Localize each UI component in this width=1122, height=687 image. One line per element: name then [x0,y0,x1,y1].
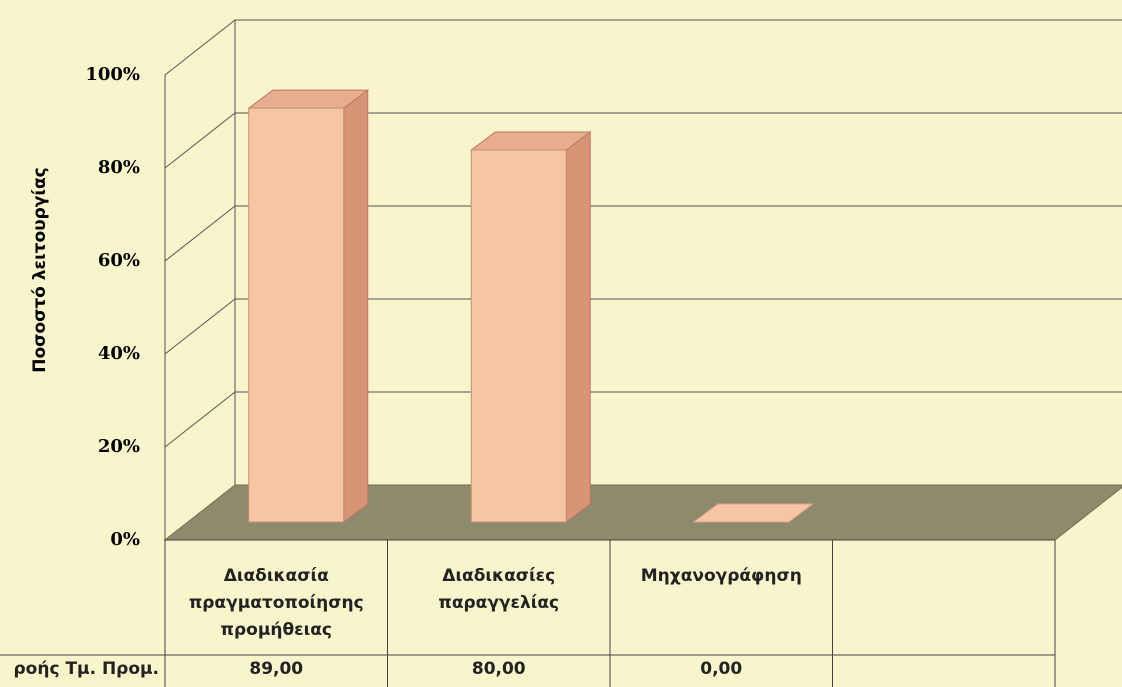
grid-line [164,391,1122,448]
bar [692,503,815,523]
y-tick-label: 0% [110,529,140,550]
y-tick-label: 40% [98,343,140,364]
grid-line [164,19,1122,76]
bar [247,89,370,523]
value-label: 80,00 [471,659,526,679]
x-tick-label: Διαδικασία πραγματοποίησης προμήθειας [188,566,364,640]
grid-line [164,205,1122,262]
legend-entry: ροής Τμ. Προμ. [13,659,159,679]
grid-line [164,112,1122,169]
y-tick-label: 80% [98,157,140,178]
x-tick-label: Διαδικασίες παραγγελίας [438,566,560,613]
grid-line [164,298,1122,355]
value-label: 0,00 [700,659,743,679]
x-tick-label: Μηχανογράφηση [640,566,802,586]
y-axis-label: Ποσοστό λειτουργίας [30,167,50,373]
y-tick-label: 20% [98,436,140,457]
value-label: 89,00 [249,659,304,679]
y-tick-label: 100% [85,64,140,85]
bar [469,131,592,523]
y-tick-label: 60% [98,250,140,271]
